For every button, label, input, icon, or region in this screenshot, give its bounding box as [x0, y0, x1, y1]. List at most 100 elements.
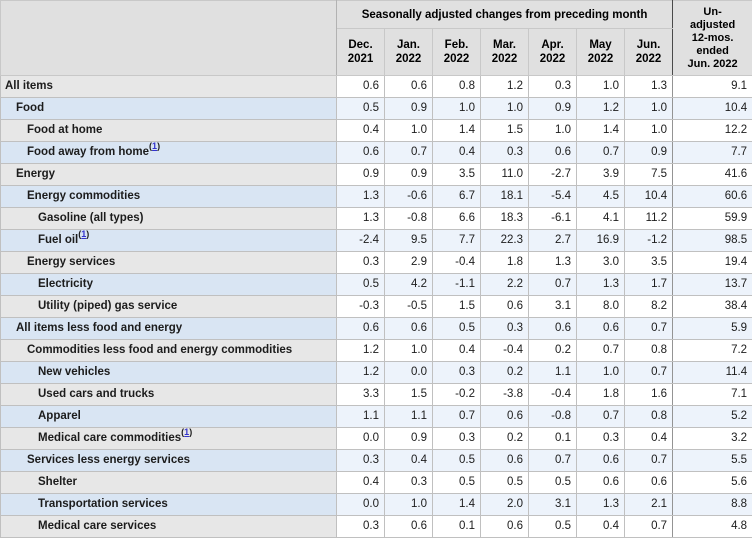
- value-cell: 0.6: [623, 471, 674, 494]
- value-cell: 0.9: [623, 141, 674, 164]
- value-cell: 3.0: [576, 251, 625, 274]
- row-label: Commodities less food and energy commodi…: [0, 339, 337, 362]
- value-cell: 6.6: [432, 207, 481, 230]
- value-cell: 0.4: [336, 471, 385, 494]
- value-cell: 1.1: [384, 405, 433, 428]
- unadjusted-value-cell: 7.2: [672, 339, 752, 362]
- table-row: Gasoline (all types) 1.3 -0.8 6.6 18.3 -6.1 4.…: [0, 207, 752, 230]
- row-label-text: Gasoline (all types): [38, 212, 144, 224]
- footnote-link[interactable]: 1: [81, 229, 87, 240]
- value-cell: 0.3: [576, 427, 625, 450]
- value-cell: 1.0: [480, 97, 529, 120]
- value-cell: 0.6: [336, 75, 385, 98]
- footnote-ref: (1): [149, 141, 161, 152]
- value-cell: 4.1: [576, 207, 625, 230]
- unadjusted-value-cell: 12.2: [672, 119, 752, 142]
- value-cell: 1.3: [623, 75, 674, 98]
- value-cell: 0.0: [384, 361, 433, 384]
- value-cell: -0.4: [480, 339, 529, 362]
- value-cell: -3.8: [480, 383, 529, 406]
- row-label-text: Fuel oil: [38, 234, 79, 246]
- value-cell: 2.9: [384, 251, 433, 274]
- value-cell: 1.0: [576, 361, 625, 384]
- row-label: Services less energy services: [0, 449, 337, 472]
- value-cell: 1.2: [336, 361, 385, 384]
- table-row: Food 0.5 0.9 1.0 1.0 0.9 1.2 1.0 10.4: [0, 97, 752, 120]
- value-cell: 0.4: [336, 119, 385, 142]
- corner-header: [0, 0, 337, 76]
- value-cell: 0.6: [576, 449, 625, 472]
- value-cell: 1.3: [336, 185, 385, 208]
- unadjusted-value-cell: 11.4: [672, 361, 752, 384]
- value-cell: 0.6: [336, 141, 385, 164]
- value-cell: 18.3: [480, 207, 529, 230]
- value-cell: 0.6: [480, 449, 529, 472]
- value-cell: 0.4: [623, 427, 674, 450]
- table-row: Food at home 0.4 1.0 1.4 1.5 1.0 1.4 1.0 12.2: [0, 119, 752, 142]
- value-cell: 2.2: [480, 273, 529, 296]
- value-cell: 11.2: [623, 207, 674, 230]
- row-label: Food at home: [0, 119, 337, 142]
- header-group-row: Seasonally adjusted changes from precedi…: [0, 0, 752, 76]
- value-cell: 1.5: [480, 119, 529, 142]
- unadjusted-value-cell: 5.9: [672, 317, 752, 340]
- table-row: All items less food and energy 0.6 0.6 0.5 0…: [0, 317, 752, 340]
- value-cell: 16.9: [576, 229, 625, 252]
- value-cell: 1.2: [336, 339, 385, 362]
- value-cell: 0.5: [432, 317, 481, 340]
- value-cell: 0.6: [480, 515, 529, 538]
- value-cell: 0.6: [336, 317, 385, 340]
- row-label-text: Shelter: [38, 476, 77, 488]
- value-cell: -2.7: [528, 163, 577, 186]
- table-row: Services less energy services 0.3 0.4 0.5 0.…: [0, 449, 752, 472]
- value-cell: 0.7: [576, 339, 625, 362]
- row-label-text: Energy services: [27, 256, 116, 268]
- row-label: Transportation services: [0, 493, 337, 516]
- table-row: Food away from home(1) 0.6 0.7 0.4 0.3 0.6 0.7…: [0, 141, 752, 164]
- footnote-link[interactable]: 1: [152, 141, 158, 152]
- footnote-ref: (1): [181, 427, 193, 438]
- value-cell: 3.9: [576, 163, 625, 186]
- table-header: Seasonally adjusted changes from precedi…: [0, 0, 752, 76]
- unadjusted-value-cell: 7.7: [672, 141, 752, 164]
- value-cell: -0.2: [432, 383, 481, 406]
- column-header-month: Mar. 2022: [480, 28, 529, 76]
- value-cell: 0.6: [384, 317, 433, 340]
- row-label-text: New vehicles: [38, 366, 111, 378]
- row-label: Gasoline (all types): [0, 207, 337, 230]
- value-cell: 1.4: [432, 493, 481, 516]
- unadjusted-value-cell: 13.7: [672, 273, 752, 296]
- header-months-row: Dec. 2021 Jan. 2022 Feb. 2022 Mar. 2022 Apr.…: [1, 28, 752, 76]
- value-cell: 1.0: [528, 119, 577, 142]
- unadjusted-value-cell: 9.1: [672, 75, 752, 98]
- value-cell: 0.6: [480, 295, 529, 318]
- value-cell: 1.5: [384, 383, 433, 406]
- unadjusted-value-cell: 5.5: [672, 449, 752, 472]
- value-cell: 0.6: [576, 471, 625, 494]
- row-label-text: Medical care services: [38, 520, 157, 532]
- value-cell: 0.3: [480, 141, 529, 164]
- value-cell: 3.3: [336, 383, 385, 406]
- value-cell: 1.0: [623, 119, 674, 142]
- value-cell: -1.2: [623, 229, 674, 252]
- value-cell: 0.4: [432, 141, 481, 164]
- value-cell: 0.0: [336, 427, 385, 450]
- table-row: Energy services 0.3 2.9 -0.4 1.8 1.3 3.0 3.5 19.…: [0, 251, 752, 274]
- column-header-month: Jun. 2022: [623, 28, 674, 76]
- value-cell: 2.0: [480, 493, 529, 516]
- value-cell: 0.3: [432, 361, 481, 384]
- value-cell: 1.3: [576, 273, 625, 296]
- value-cell: -1.1: [432, 273, 481, 296]
- unadjusted-value-cell: 41.6: [672, 163, 752, 186]
- footnote-link[interactable]: 1: [184, 427, 190, 438]
- table-row: Medical care commodities(1) 0.0 0.9 0.3 0.2 0…: [0, 427, 752, 450]
- row-label: All items: [0, 75, 337, 98]
- value-cell: 2.7: [528, 229, 577, 252]
- value-cell: 0.9: [336, 163, 385, 186]
- table-row: Commodities less food and energy commodi…: [0, 339, 752, 362]
- value-cell: 1.2: [480, 75, 529, 98]
- value-cell: 0.8: [432, 75, 481, 98]
- table-row: Apparel 1.1 1.1 0.7 0.6 -0.8 0.7 0.8 5.2: [0, 405, 752, 428]
- value-cell: 0.3: [336, 251, 385, 274]
